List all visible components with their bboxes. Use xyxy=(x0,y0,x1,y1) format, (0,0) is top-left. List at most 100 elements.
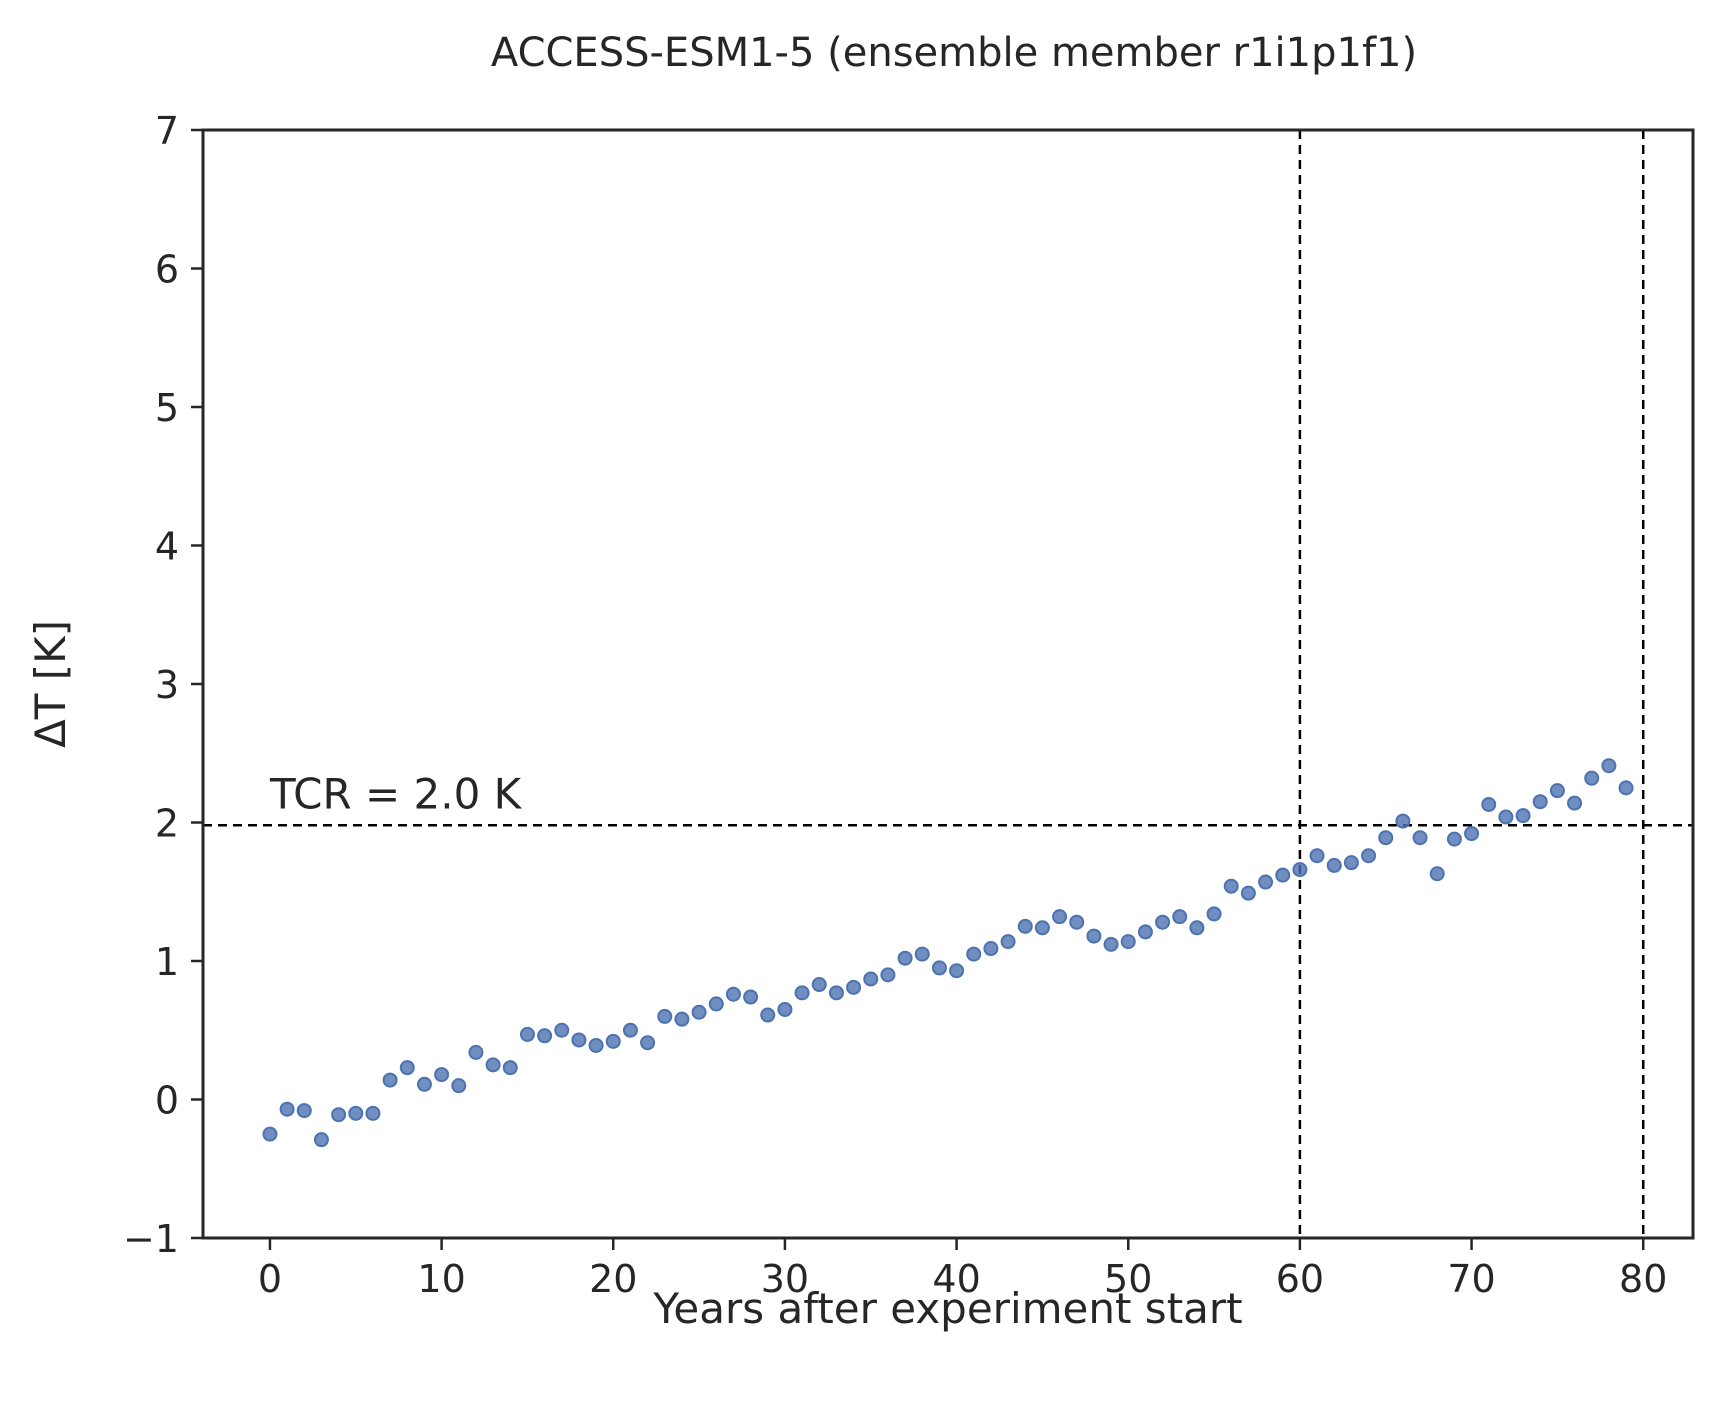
data-point xyxy=(296,1103,312,1119)
data-point xyxy=(485,1057,501,1073)
data-point xyxy=(1601,758,1617,774)
data-point xyxy=(949,963,965,979)
data-point xyxy=(1086,928,1102,944)
y-tick-label: 0 xyxy=(155,1079,179,1123)
data-points xyxy=(262,758,1634,1148)
data-point xyxy=(897,950,913,966)
data-point xyxy=(811,977,827,993)
data-point xyxy=(1361,848,1377,864)
data-point xyxy=(1395,813,1411,829)
data-point xyxy=(794,985,810,1001)
y-tick-label: 2 xyxy=(155,802,179,846)
data-point xyxy=(1223,878,1239,894)
data-point xyxy=(1258,874,1274,890)
data-point xyxy=(588,1037,604,1053)
data-point xyxy=(1549,783,1565,799)
data-point xyxy=(846,979,862,995)
data-point xyxy=(1000,934,1016,950)
y-tick-label: −1 xyxy=(123,1217,179,1261)
data-point xyxy=(1309,848,1325,864)
data-point xyxy=(1326,857,1342,873)
x-tick-label: 60 xyxy=(1276,1257,1324,1301)
data-point xyxy=(1069,914,1085,930)
data-point xyxy=(399,1060,415,1076)
y-tick-label: 6 xyxy=(155,248,179,292)
y-tick-label: 3 xyxy=(155,663,179,707)
data-point xyxy=(743,989,759,1005)
data-point xyxy=(1189,920,1205,936)
data-point xyxy=(1515,808,1531,824)
data-point xyxy=(331,1107,347,1123)
data-point xyxy=(622,1022,638,1038)
data-point xyxy=(880,967,896,983)
tcr-annotation: TCR = 2.0 K xyxy=(269,770,523,819)
data-point xyxy=(1034,920,1050,936)
data-point xyxy=(708,996,724,1012)
x-tick-label: 0 xyxy=(258,1257,282,1301)
data-point xyxy=(537,1028,553,1044)
x-tick-label: 80 xyxy=(1619,1257,1667,1301)
data-point xyxy=(382,1072,398,1088)
data-point xyxy=(1446,831,1462,847)
data-point xyxy=(1292,862,1308,878)
data-point xyxy=(1429,866,1445,882)
x-tick-label: 40 xyxy=(932,1257,980,1301)
data-point xyxy=(1137,924,1153,940)
data-point xyxy=(502,1060,518,1076)
y-axis-ticks: −1 0 1 2 3 4 5 6 7 xyxy=(123,109,203,1261)
data-point xyxy=(348,1105,364,1121)
data-point xyxy=(1412,830,1428,846)
data-point xyxy=(451,1078,467,1094)
data-point xyxy=(468,1044,484,1060)
data-point xyxy=(1103,936,1119,952)
data-point xyxy=(1378,830,1394,846)
data-point xyxy=(828,985,844,1001)
x-tick-label: 50 xyxy=(1104,1257,1152,1301)
data-point xyxy=(691,1004,707,1020)
data-point xyxy=(1155,914,1171,930)
reference-lines xyxy=(203,130,1693,1238)
x-axis-label: Years after experiment start xyxy=(652,1284,1242,1333)
data-point xyxy=(1275,867,1291,883)
y-tick-label: 1 xyxy=(155,940,179,984)
data-point xyxy=(313,1132,329,1148)
data-point xyxy=(657,1008,673,1024)
data-point xyxy=(605,1033,621,1049)
data-point xyxy=(640,1035,656,1051)
data-point xyxy=(554,1022,570,1038)
data-point xyxy=(262,1126,278,1142)
data-point xyxy=(1498,809,1514,825)
data-point xyxy=(434,1067,450,1083)
data-point xyxy=(1481,796,1497,812)
plot-frame xyxy=(201,128,1695,1240)
y-tick-label: 5 xyxy=(155,386,179,430)
data-point xyxy=(1240,885,1256,901)
data-point xyxy=(966,946,982,962)
data-point xyxy=(1464,826,1480,842)
data-point xyxy=(519,1026,535,1042)
chart-title: ACCESS-ESM1-5 (ensemble member r1i1p1f1) xyxy=(491,30,1417,76)
data-point xyxy=(1206,906,1222,922)
data-point xyxy=(1120,934,1136,950)
x-tick-label: 10 xyxy=(417,1257,465,1301)
data-point xyxy=(931,960,947,976)
data-point xyxy=(1017,918,1033,934)
x-axis-ticks: 0 10 20 30 40 50 60 70 80 xyxy=(258,1238,1667,1301)
data-point xyxy=(983,941,999,957)
y-tick-label: 4 xyxy=(155,525,179,569)
data-point xyxy=(1343,855,1359,871)
data-point xyxy=(1052,909,1068,925)
data-point xyxy=(416,1076,432,1092)
data-point xyxy=(1618,780,1634,796)
x-tick-label: 70 xyxy=(1447,1257,1495,1301)
data-point xyxy=(1172,909,1188,925)
data-point xyxy=(777,1001,793,1017)
data-point xyxy=(725,986,741,1002)
data-point xyxy=(863,971,879,987)
data-point xyxy=(279,1101,295,1117)
y-tick-label: 7 xyxy=(155,109,179,153)
data-point xyxy=(1584,770,1600,786)
data-point xyxy=(674,1011,690,1027)
x-tick-label: 30 xyxy=(761,1257,809,1301)
